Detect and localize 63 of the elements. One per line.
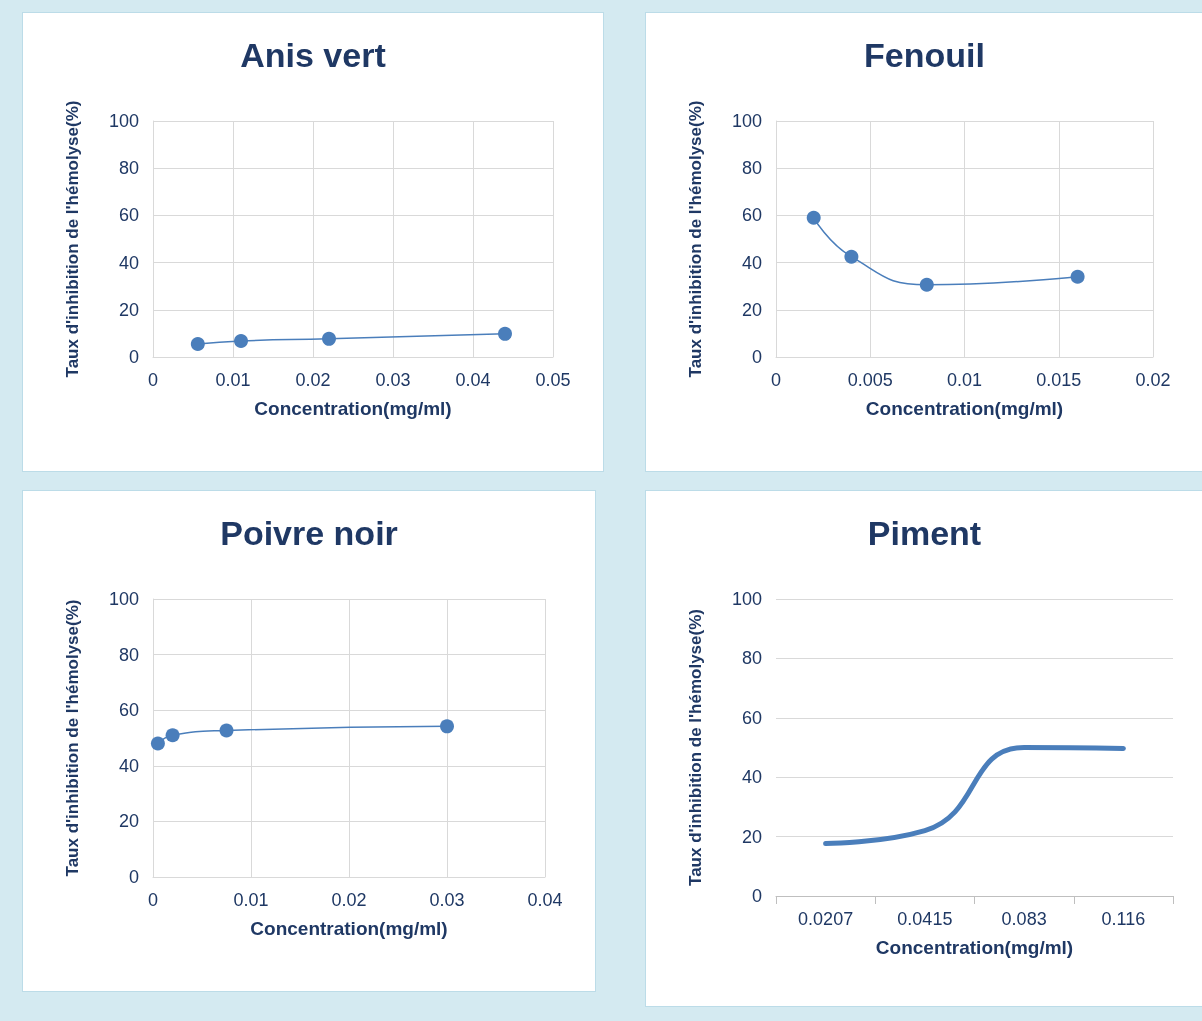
y-tick-label: 40 bbox=[118, 755, 139, 776]
x-tick-label: 0.01 bbox=[215, 370, 251, 390]
y-tick-label: 40 bbox=[741, 767, 762, 788]
y-tick-label: 100 bbox=[731, 111, 762, 131]
y-axis-title: Taux d'inhibition de l'hémolyse(%) bbox=[63, 599, 82, 877]
x-axis-title: Concentration(mg/ml) bbox=[250, 918, 448, 939]
y-tick-label: 20 bbox=[741, 826, 762, 847]
y-tick-label: 80 bbox=[741, 158, 762, 179]
x-tick-label: 0.02 bbox=[1135, 370, 1171, 390]
x-tick-label: 0.083 bbox=[1001, 909, 1047, 929]
x-tick-label: 0.03 bbox=[375, 370, 411, 390]
x-tick-label: 0 bbox=[147, 890, 159, 910]
x-tick-label: 0.02 bbox=[295, 370, 331, 390]
x-tick-label: 0.04 bbox=[527, 890, 563, 910]
x-tick-label: 0.03 bbox=[429, 890, 465, 910]
x-tick-label: 0.116 bbox=[1101, 909, 1146, 929]
y-axis-title: Taux d'inhibition de l'hémolyse(%) bbox=[63, 100, 82, 378]
y-tick-label: 60 bbox=[741, 707, 762, 728]
y-tick-label: 20 bbox=[741, 299, 762, 320]
x-tick-label: 0.01 bbox=[946, 370, 983, 390]
y-tick-label: 60 bbox=[741, 205, 762, 226]
x-tick-label: 0.05 bbox=[535, 370, 571, 390]
x-tick-label: 0.02 bbox=[331, 890, 367, 910]
y-tick-label: 60 bbox=[118, 205, 139, 226]
x-axis-title: Concentration(mg/ml) bbox=[865, 398, 1064, 419]
y-axis-title: Taux d'inhibition de l'hémolyse(%) bbox=[686, 100, 705, 378]
x-tick-label: 0.0415 bbox=[897, 909, 953, 929]
point bbox=[440, 719, 454, 734]
x-tick-label: 0.0207 bbox=[798, 909, 854, 929]
chart-title: Piment bbox=[867, 514, 982, 552]
point bbox=[806, 210, 821, 225]
chart-title: Fenouil bbox=[864, 36, 985, 74]
y-tick-label: 0 bbox=[751, 347, 762, 367]
x-tick-label: 0.04 bbox=[455, 370, 491, 390]
point bbox=[150, 736, 165, 751]
point bbox=[844, 249, 859, 264]
y-tick-label: 80 bbox=[118, 644, 139, 665]
y-tick-label: 40 bbox=[118, 252, 139, 273]
chart-title: Anis vert bbox=[240, 36, 386, 74]
y-tick-label: 0 bbox=[128, 867, 139, 887]
point bbox=[219, 723, 234, 738]
x-tick-label: 0 bbox=[147, 370, 159, 390]
y-tick-label: 100 bbox=[731, 589, 762, 609]
x-tick-label: 0.01 bbox=[233, 890, 269, 910]
point bbox=[165, 728, 180, 743]
x-axis-title: Concentration(mg/ml) bbox=[254, 398, 452, 419]
y-tick-label: 100 bbox=[108, 111, 139, 131]
point bbox=[1070, 269, 1085, 284]
point bbox=[919, 277, 934, 292]
y-tick-label: 20 bbox=[118, 299, 139, 320]
y-tick-label: 80 bbox=[118, 158, 139, 179]
x-axis-title: Concentration(mg/ml) bbox=[875, 937, 1074, 958]
chart-title: Poivre noir bbox=[220, 514, 398, 552]
y-tick-label: 100 bbox=[108, 589, 139, 609]
y-tick-label: 80 bbox=[741, 648, 762, 669]
x-tick-label: 0.015 bbox=[1036, 370, 1082, 390]
x-tick-label: 0 bbox=[770, 370, 782, 390]
y-tick-label: 0 bbox=[128, 347, 139, 367]
y-tick-label: 40 bbox=[741, 252, 762, 273]
x-tick-label: 0.005 bbox=[847, 370, 893, 390]
y-tick-label: 60 bbox=[118, 700, 139, 721]
y-axis-title: Taux d'inhibition de l'hémolyse(%) bbox=[686, 609, 705, 886]
y-tick-label: 20 bbox=[118, 811, 139, 832]
